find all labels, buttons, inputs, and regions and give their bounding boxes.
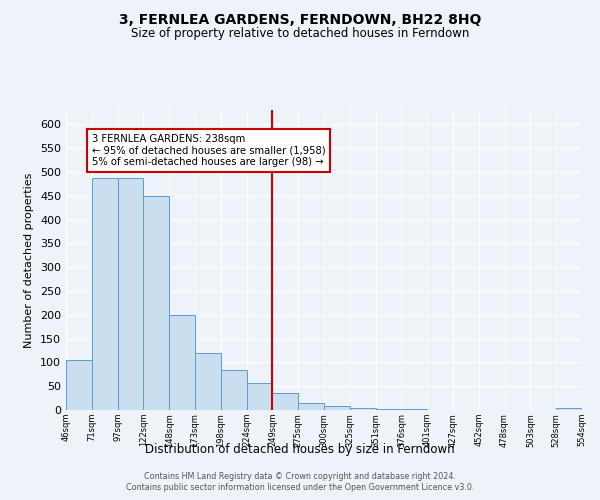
Bar bbox=[401, 409, 427, 410]
Bar bbox=[376, 408, 401, 410]
Bar bbox=[143, 196, 169, 410]
Bar bbox=[169, 315, 195, 410]
Text: Contains HM Land Registry data © Crown copyright and database right 2024.: Contains HM Land Registry data © Crown c… bbox=[144, 472, 456, 481]
Bar bbox=[350, 408, 376, 410]
Bar bbox=[221, 370, 247, 410]
Y-axis label: Number of detached properties: Number of detached properties bbox=[25, 172, 34, 348]
Bar bbox=[556, 408, 582, 410]
Bar bbox=[92, 178, 118, 410]
Bar bbox=[195, 353, 221, 410]
Text: 3 FERNLEA GARDENS: 238sqm
← 95% of detached houses are smaller (1,958)
5% of sem: 3 FERNLEA GARDENS: 238sqm ← 95% of detac… bbox=[92, 134, 325, 167]
Text: 3, FERNLEA GARDENS, FERNDOWN, BH22 8HQ: 3, FERNLEA GARDENS, FERNDOWN, BH22 8HQ bbox=[119, 12, 481, 26]
Text: Size of property relative to detached houses in Ferndown: Size of property relative to detached ho… bbox=[131, 28, 469, 40]
Bar bbox=[324, 406, 350, 410]
Bar bbox=[66, 360, 92, 410]
Bar bbox=[118, 178, 143, 410]
Bar bbox=[272, 394, 298, 410]
Bar bbox=[247, 383, 272, 410]
Text: Distribution of detached houses by size in Ferndown: Distribution of detached houses by size … bbox=[145, 442, 455, 456]
Text: Contains public sector information licensed under the Open Government Licence v3: Contains public sector information licen… bbox=[126, 484, 474, 492]
Bar bbox=[298, 403, 324, 410]
